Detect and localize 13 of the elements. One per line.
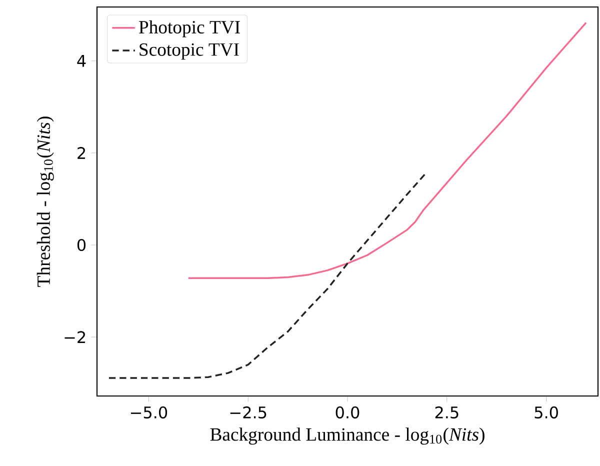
legend-label: Photopic TVI xyxy=(139,20,240,38)
y-tick-label: 2 xyxy=(78,146,85,159)
y-tick-label: 4 xyxy=(77,55,86,67)
y-tick-label: 0 xyxy=(77,238,86,252)
x-axis-title: Background Luminance - log$_{10}$(Nits) xyxy=(210,428,484,445)
y-tick-label: −2 xyxy=(64,331,85,343)
x-tick-label: −2.5 xyxy=(230,406,266,418)
y-axis-title: Threshold - log$_{10}$(Nits) xyxy=(36,116,54,287)
x-tick-label: 5.0 xyxy=(534,406,558,418)
x-tick-label: 0.0 xyxy=(336,406,360,418)
x-tick-label: −5.0 xyxy=(130,406,168,418)
x-tick-label: 2.5 xyxy=(435,406,458,418)
legend-label: Scotopic TVI xyxy=(140,43,239,60)
